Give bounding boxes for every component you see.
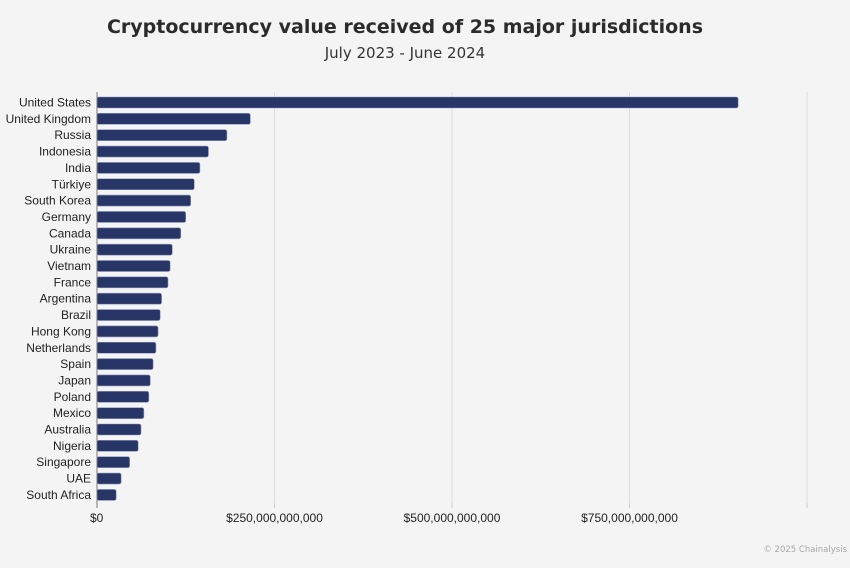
- category-label: Argentina: [40, 292, 92, 306]
- category-label: Nigeria: [53, 439, 91, 453]
- category-label: Ukraine: [50, 243, 92, 257]
- bar: [96, 325, 159, 338]
- x-tick-label: $750,000,000,000: [581, 511, 678, 525]
- bar: [96, 96, 739, 109]
- category-label: Brazil: [61, 308, 91, 322]
- x-tick-label: $500,000,000,000: [404, 511, 501, 525]
- bar: [96, 276, 169, 289]
- category-label: Hong Kong: [31, 324, 91, 338]
- bar: [96, 358, 154, 370]
- category-label: United Kingdom: [6, 112, 91, 126]
- bar: [96, 309, 161, 321]
- chart-title: Cryptocurrency value received of 25 majo…: [106, 16, 704, 38]
- bar: [96, 472, 122, 485]
- bar: [96, 407, 145, 419]
- bar: [96, 341, 157, 354]
- x-tick-label: $250,000,000,000: [226, 511, 323, 525]
- credit-text: © 2025 Chainalysis: [763, 545, 847, 555]
- x-tick-label: $0: [90, 511, 104, 525]
- bar: [96, 145, 209, 158]
- category-label: Russia: [54, 128, 91, 142]
- bar: [96, 292, 162, 305]
- category-label: Singapore: [36, 455, 91, 469]
- bar: [96, 243, 173, 256]
- bar: [96, 129, 228, 141]
- bar: [96, 227, 182, 240]
- category-label: United States: [19, 96, 91, 110]
- bar: [96, 194, 192, 207]
- category-label: Canada: [49, 226, 91, 240]
- category-label: UAE: [66, 472, 91, 486]
- bar: [96, 211, 187, 223]
- bar: [96, 113, 251, 125]
- category-label: Spain: [60, 357, 91, 371]
- bar: [96, 178, 195, 191]
- bar: [96, 260, 171, 272]
- category-label: India: [65, 161, 91, 175]
- category-label: South Africa: [26, 488, 91, 502]
- category-label: Netherlands: [26, 341, 91, 355]
- bar: [96, 440, 139, 452]
- category-label: Indonesia: [39, 145, 91, 159]
- category-label: Australia: [44, 423, 91, 437]
- category-label: Türkiye: [52, 177, 92, 191]
- category-label: South Korea: [24, 194, 91, 208]
- category-label: Japan: [58, 373, 91, 387]
- category-label: Mexico: [53, 406, 91, 420]
- category-label: France: [54, 275, 92, 289]
- category-label: Germany: [42, 210, 91, 224]
- bar: [96, 390, 150, 403]
- bar: [96, 423, 142, 436]
- bar: [96, 489, 117, 501]
- category-label: Vietnam: [47, 259, 91, 273]
- bar: [96, 162, 201, 174]
- bar: [96, 456, 130, 469]
- category-label: Poland: [54, 390, 91, 404]
- bar: [96, 374, 151, 387]
- chart-subtitle: July 2023 - June 2024: [324, 44, 486, 62]
